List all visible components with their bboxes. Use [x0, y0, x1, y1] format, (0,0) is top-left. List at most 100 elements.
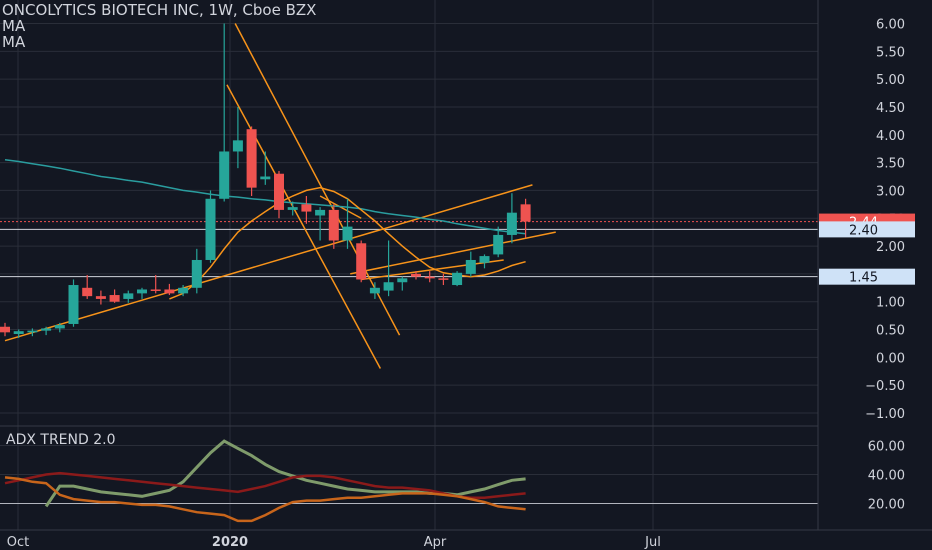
- candle-up[interactable]: [465, 251, 476, 277]
- candle-body: [356, 243, 367, 280]
- time-axis[interactable]: Oct 2020 Apr Jul: [0, 529, 932, 550]
- candle-up[interactable]: [178, 285, 189, 297]
- price-tick-label: 3.00: [876, 184, 905, 199]
- candle-down[interactable]: [411, 271, 421, 280]
- candle-down[interactable]: [274, 170, 284, 219]
- candle-down[interactable]: [301, 195, 312, 224]
- price-tick-label: −0.50: [865, 379, 905, 394]
- candle-up[interactable]: [287, 201, 298, 216]
- candle-body: [82, 287, 93, 297]
- indicator-title[interactable]: ADX TREND 2.0: [6, 432, 116, 448]
- ma-line-teal: [4, 159, 526, 235]
- candle-body: [41, 328, 52, 331]
- candle-up[interactable]: [123, 290, 134, 303]
- candle-up[interactable]: [493, 226, 504, 258]
- candle-down[interactable]: [164, 283, 175, 296]
- trendline[interactable]: [4, 184, 533, 342]
- candle-up[interactable]: [191, 248, 202, 294]
- candle-up[interactable]: [205, 190, 216, 263]
- price-label: 2.40: [849, 223, 878, 238]
- candle-up[interactable]: [260, 151, 271, 185]
- candle-down[interactable]: [82, 275, 93, 299]
- candle-body: [465, 259, 476, 274]
- candle-down[interactable]: [328, 204, 339, 249]
- candle-down[interactable]: [246, 126, 257, 196]
- ma-legend-1[interactable]: MA: [2, 17, 26, 35]
- di-line: [4, 471, 526, 499]
- candle-body: [397, 278, 408, 283]
- trendline[interactable]: [234, 23, 401, 336]
- candle-down[interactable]: [0, 322, 10, 337]
- candle-down[interactable]: [424, 271, 435, 283]
- time-tick-label: Jul: [644, 535, 661, 550]
- price-tick-label: 5.00: [876, 73, 905, 88]
- candle-body: [342, 226, 353, 241]
- candle-body: [123, 293, 134, 299]
- adx-indicator: [4, 439, 526, 523]
- candle-body: [95, 296, 106, 299]
- candle-down[interactable]: [520, 198, 531, 238]
- time-tick-label: 2020: [212, 535, 248, 550]
- candle-body: [205, 198, 216, 260]
- candle-up[interactable]: [54, 322, 65, 333]
- candle-body: [438, 278, 449, 280]
- trendline[interactable]: [350, 231, 556, 275]
- candle-body: [479, 256, 490, 263]
- candle-body: [68, 285, 79, 324]
- candle-body: [232, 140, 243, 152]
- trendline[interactable]: [361, 259, 504, 281]
- candle-up[interactable]: [506, 193, 517, 244]
- price-label: 1.45: [849, 271, 878, 286]
- price-tick-label: 6.00: [876, 18, 905, 33]
- candle-body: [506, 212, 517, 235]
- candle-body: [109, 295, 120, 302]
- candle-body: [520, 204, 531, 222]
- candle-body: [0, 326, 10, 333]
- candle-down[interactable]: [356, 240, 367, 283]
- candle-up[interactable]: [41, 326, 52, 336]
- candle-body: [328, 209, 339, 241]
- candle-up[interactable]: [27, 328, 38, 337]
- candle-body: [383, 282, 394, 291]
- time-tick-label: Apr: [424, 535, 447, 550]
- candle-body: [178, 287, 189, 294]
- price-tick-label: 0.50: [876, 324, 905, 339]
- candle-body: [411, 273, 421, 277]
- candle-down[interactable]: [438, 273, 449, 286]
- candle-up[interactable]: [369, 282, 380, 299]
- candle-body: [424, 276, 435, 279]
- candle-up[interactable]: [13, 329, 24, 338]
- candle-up[interactable]: [452, 271, 463, 287]
- time-tick-label: Oct: [7, 535, 29, 550]
- candle-up[interactable]: [397, 276, 408, 291]
- candle-up[interactable]: [383, 240, 394, 297]
- candle-body: [54, 325, 65, 329]
- candle-up[interactable]: [315, 207, 326, 241]
- trendline[interactable]: [226, 84, 382, 369]
- price-axis[interactable]: 6.005.505.004.504.003.503.002.502.001.50…: [817, 0, 932, 550]
- price-tick-label: 2.00: [876, 240, 905, 255]
- candle-body: [150, 289, 161, 291]
- candle-up[interactable]: [137, 287, 147, 299]
- candle-up[interactable]: [342, 198, 353, 249]
- candle-body: [301, 204, 312, 212]
- candle-body: [287, 207, 298, 210]
- candle-body: [274, 173, 284, 210]
- candle-down[interactable]: [95, 290, 106, 305]
- candle-body: [164, 289, 175, 294]
- candle-up[interactable]: [232, 106, 243, 169]
- candle-down[interactable]: [109, 289, 120, 303]
- adx-tick-label: 20.00: [868, 498, 905, 513]
- price-label-bg: [819, 221, 915, 238]
- candles[interactable]: [0, 23, 531, 338]
- symbol-title[interactable]: ONCOLYTICS BIOTECH INC, 1W, Cboe BZX: [2, 1, 317, 19]
- candle-down[interactable]: [150, 275, 161, 294]
- price-tick-label: 4.00: [876, 129, 905, 144]
- candle-body: [13, 331, 24, 334]
- candle-up[interactable]: [68, 279, 79, 327]
- candle-up[interactable]: [479, 254, 490, 269]
- price-label-bg: [819, 268, 915, 285]
- ma-legend-2[interactable]: MA: [2, 33, 26, 51]
- candle-up[interactable]: [219, 23, 230, 202]
